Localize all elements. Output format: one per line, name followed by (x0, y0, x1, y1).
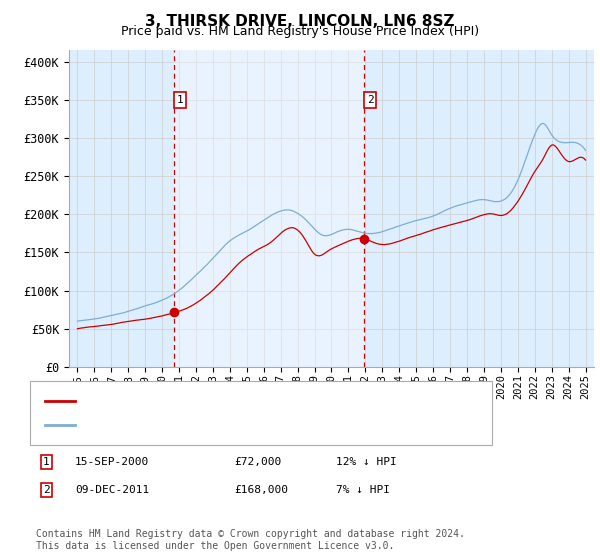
Text: 3, THIRSK DRIVE, LINCOLN, LN6 8SZ (detached house): 3, THIRSK DRIVE, LINCOLN, LN6 8SZ (detac… (81, 396, 419, 407)
Text: 09-DEC-2011: 09-DEC-2011 (75, 485, 149, 495)
Text: Price paid vs. HM Land Registry's House Price Index (HPI): Price paid vs. HM Land Registry's House … (121, 25, 479, 38)
Text: 3, THIRSK DRIVE, LINCOLN, LN6 8SZ: 3, THIRSK DRIVE, LINCOLN, LN6 8SZ (145, 14, 455, 29)
Text: 7% ↓ HPI: 7% ↓ HPI (336, 485, 390, 495)
Text: 12% ↓ HPI: 12% ↓ HPI (336, 457, 397, 467)
Text: 15-SEP-2000: 15-SEP-2000 (75, 457, 149, 467)
Text: 2: 2 (367, 95, 374, 105)
Text: Contains HM Land Registry data © Crown copyright and database right 2024.
This d: Contains HM Land Registry data © Crown c… (36, 529, 465, 551)
Text: 1: 1 (43, 457, 50, 467)
Text: HPI: Average price, detached house, North Kesteven: HPI: Average price, detached house, Nort… (81, 419, 419, 430)
Text: 2: 2 (43, 485, 50, 495)
Text: 1: 1 (177, 95, 184, 105)
Text: £72,000: £72,000 (234, 457, 281, 467)
Bar (174, 50, 364, 367)
Text: £168,000: £168,000 (234, 485, 288, 495)
